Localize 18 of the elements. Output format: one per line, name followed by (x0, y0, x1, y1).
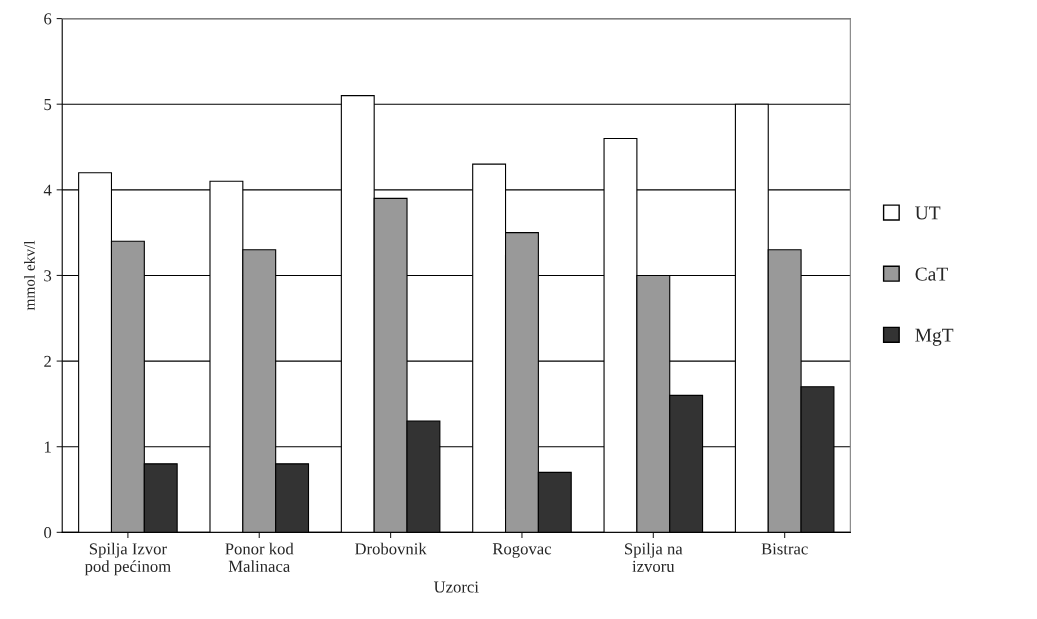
y-axis-title: mmol ekv/l (24, 240, 35, 311)
y-tick-label: 0 (44, 527, 52, 539)
y-tick-label: 2 (44, 355, 51, 367)
y-tick-label: 3 (44, 270, 52, 282)
x-tick-label: Spilja na izvoru (625, 542, 683, 572)
x-axis-title: Uzorci (433, 581, 479, 593)
y-tick-label: 1 (44, 441, 51, 453)
legend-label: MgT (915, 328, 954, 346)
y-tick-label: 4 (43, 184, 52, 196)
x-tick-label: Spilja Izvor pod pećinom (84, 542, 171, 576)
y-tick-label: 6 (44, 13, 52, 25)
x-tick-label: Drobovnik (354, 542, 427, 555)
x-tick-label: Ponor kod Malinaca (225, 542, 294, 572)
y-tick-label: 5 (44, 99, 52, 111)
x-tick-label: Rogovac (492, 543, 552, 558)
legend-label: UT (915, 206, 941, 220)
x-tick-label: Bistrac (761, 543, 808, 555)
legend-label: CaT (915, 267, 948, 281)
